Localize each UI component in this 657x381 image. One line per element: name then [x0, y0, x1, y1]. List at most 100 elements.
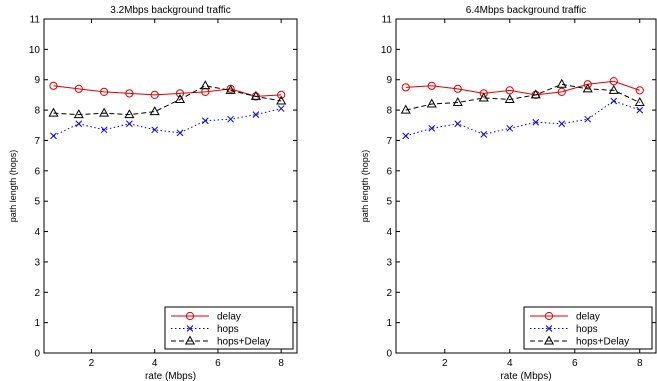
data-point-x: [50, 132, 57, 140]
series-hops: [402, 97, 644, 140]
data-point-circle: [175, 89, 185, 98]
series-delay: [401, 77, 644, 100]
data-point-x: [610, 97, 618, 105]
data-point-triangle: [543, 335, 555, 345]
data-point-x: [201, 117, 209, 125]
chart-title: 3.2Mbps background traffic: [110, 5, 230, 16]
y-tick-label: 9: [34, 75, 40, 86]
data-point-triangle: [174, 93, 186, 103]
x-tick-label: 6: [572, 358, 578, 369]
y-tick-label: 0: [34, 349, 40, 360]
data-point-circle: [74, 84, 83, 93]
data-point-triangle: [48, 107, 59, 117]
data-point-x: [584, 115, 592, 123]
y-tick-label: 0: [386, 349, 392, 360]
y-tick-label: 7: [34, 136, 40, 147]
data-point-x: [402, 132, 410, 140]
data-point-x: [454, 120, 462, 128]
y-tick-label: 1: [34, 318, 40, 329]
chart-panel-1: 0 1 2 3 4 5 6 7 8 9 10 11 2 4 6 8 3.2Mbps background tra…: [8, 5, 298, 381]
data-point-triangle: [124, 109, 135, 119]
series-line: [405, 100, 640, 137]
data-point-circle: [150, 90, 159, 100]
y-tick-label: 6: [34, 166, 40, 177]
y-axis-label: path length (hops): [360, 150, 370, 223]
chart-title: 6.4Mbps background traffic: [466, 5, 586, 16]
data-point-x: [252, 111, 260, 118]
data-point-triangle: [426, 98, 437, 108]
data-point-triangle: [452, 96, 463, 106]
series-hops: [50, 105, 285, 140]
data-point-x: [636, 106, 644, 114]
y-tick-label: 3: [34, 257, 40, 268]
series-line: [405, 83, 640, 111]
data-point-x: [75, 120, 83, 128]
data-point-circle: [479, 89, 488, 98]
data-point-circle: [125, 89, 134, 98]
x-tick-label: 4: [152, 358, 158, 369]
legend-label: hops+Delay: [217, 337, 270, 348]
y-tick-label: 4: [386, 227, 392, 238]
data-point-x: [545, 325, 553, 332]
data-point-x: [428, 124, 436, 132]
legend-label: delay: [576, 312, 600, 323]
y-tick-label: 9: [386, 75, 392, 86]
data-point-x: [558, 120, 566, 128]
legend-box: [164, 306, 294, 350]
data-point-triangle: [73, 109, 84, 119]
legend-label: delay: [217, 312, 241, 323]
y-tick-label: 11: [30, 15, 41, 26]
y-tick-label: 6: [386, 166, 392, 177]
series-line: [53, 85, 282, 116]
series-line: [405, 80, 640, 96]
data-point-x: [100, 126, 108, 134]
data-point-circle: [427, 81, 436, 90]
data-point-circle: [49, 81, 58, 90]
data-point-circle: [277, 90, 286, 100]
y-tick-label: 4: [34, 227, 40, 238]
data-point-circle: [583, 80, 592, 89]
y-tick-label: 5: [34, 197, 40, 208]
y-tick-label: 2: [34, 288, 40, 299]
data-point-x: [506, 124, 514, 132]
series-delay: [49, 81, 286, 101]
data-point-triangle: [608, 84, 619, 94]
legend-label: hops: [576, 324, 598, 335]
y-tick-label: 10: [381, 45, 393, 56]
series-line: [53, 108, 282, 137]
x-tick-label: 2: [89, 358, 95, 369]
data-point-triangle: [149, 106, 160, 116]
data-point-triangle: [200, 80, 211, 90]
data-point-x: [176, 129, 184, 137]
y-tick-label: 11: [382, 15, 393, 26]
y-axis-label: path length (hops): [8, 150, 18, 223]
x-tick-label: 2: [442, 358, 448, 369]
x-tick-label: 4: [507, 358, 513, 369]
y-tick-label: 5: [386, 197, 392, 208]
data-point-circle: [185, 311, 195, 321]
data-point-x: [186, 325, 194, 332]
data-point-triangle: [99, 107, 110, 117]
x-tick-label: 6: [215, 358, 221, 369]
data-point-circle: [635, 86, 644, 95]
data-point-triangle: [530, 89, 541, 99]
data-point-circle: [401, 83, 410, 92]
data-point-circle: [453, 84, 462, 93]
plot-area-frame: [43, 18, 298, 354]
data-point-x: [126, 120, 133, 128]
x-axis-label: rate (Mbps): [145, 371, 196, 381]
legend-box: [523, 306, 653, 350]
data-point-x: [227, 115, 234, 123]
data-point-x: [532, 118, 540, 126]
data-point-triangle: [225, 84, 236, 94]
y-tick-label: 10: [29, 45, 41, 56]
y-tick-label: 3: [386, 257, 392, 268]
data-point-triangle: [582, 83, 593, 93]
data-point-triangle: [634, 96, 645, 106]
x-tick-label: 8: [637, 358, 643, 369]
data-point-triangle: [184, 335, 196, 345]
y-tick-label: 8: [386, 106, 392, 117]
y-tick-label: 2: [386, 288, 392, 299]
